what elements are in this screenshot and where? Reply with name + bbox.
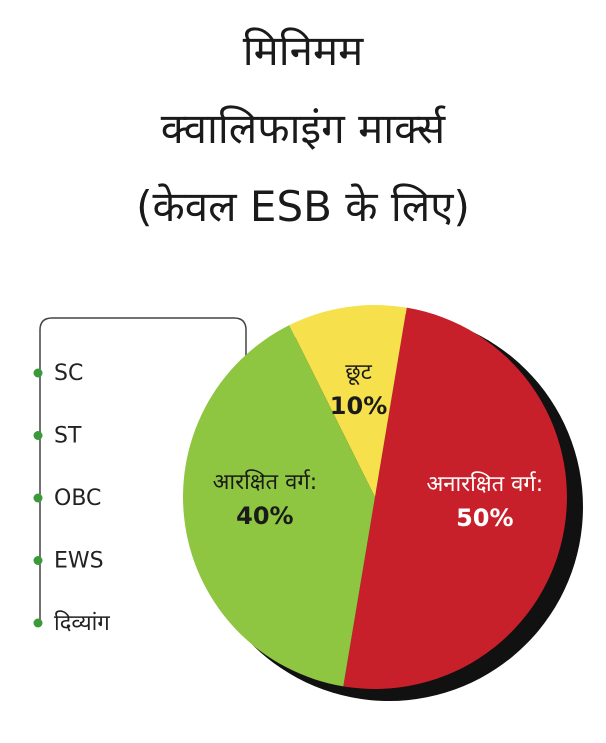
list-dot [33,556,43,565]
slice-value: 40% [236,502,294,531]
slice-name: अनारक्षित वर्ग: [426,472,544,498]
list-item: SC [54,361,83,386]
pie-slice [183,325,375,687]
list-dot [33,618,43,628]
title-line: (केवल ESB के लिए) [136,182,470,231]
slice-name: आरक्षित वर्ग: [212,470,318,496]
list-dot [33,493,43,503]
list-item: दिव्यांग [54,610,110,636]
title-line: मिनिमम [242,26,364,75]
list-dot [33,368,43,378]
slice-label: छूट 10% [299,357,419,424]
slice-value: 50% [456,504,514,533]
slice-name: छूट [345,359,372,385]
list-item: ST [54,424,82,449]
slice-label: अनारक्षित वर्ग: 50% [425,469,545,536]
pie-slice [289,305,407,497]
list-dot [33,431,43,440]
list-item: OBC [54,486,101,511]
title-line: क्वालिफाइंग मार्क्स [160,104,446,153]
list-item: EWS [54,549,104,574]
bracket [39,317,247,625]
slice-label: आरक्षित वर्ग: 40% [205,467,325,534]
pie-slice [343,307,567,689]
slice-value: 10% [329,391,388,420]
